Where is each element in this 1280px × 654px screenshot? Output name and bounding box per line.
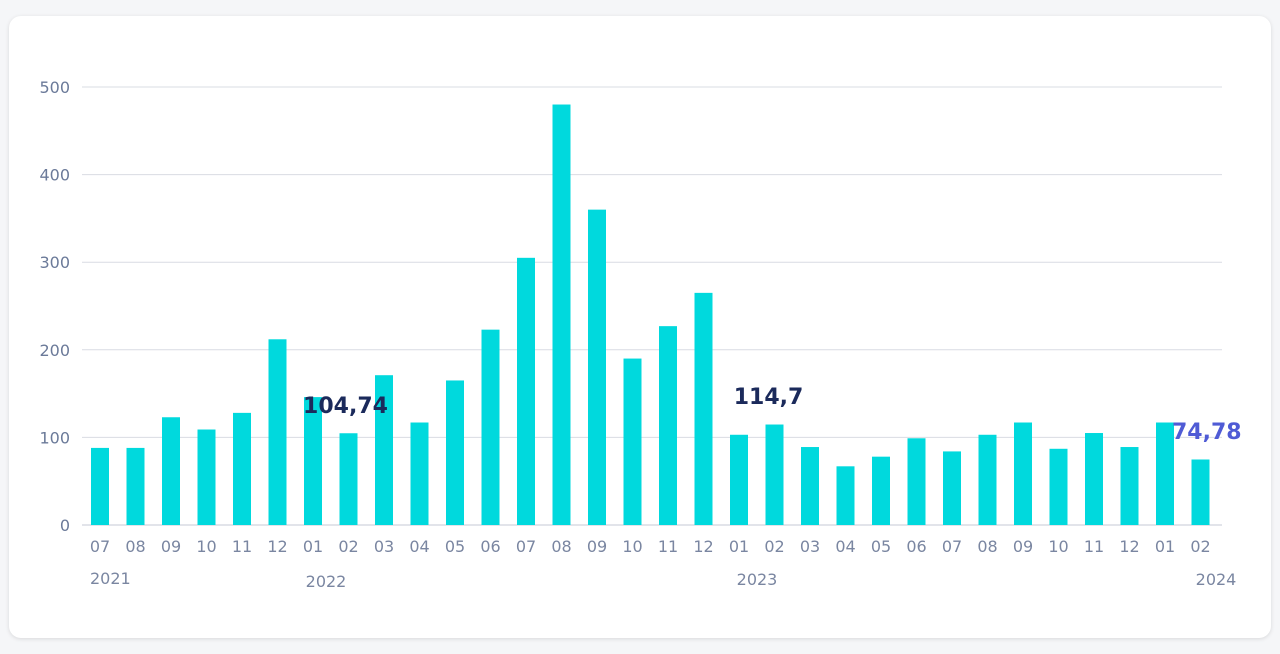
bar[interactable] bbox=[872, 456, 890, 525]
year-label: 2021 bbox=[90, 569, 131, 588]
year-label: 2024 bbox=[1196, 570, 1237, 589]
x-tick-label: 10 bbox=[1048, 537, 1068, 556]
x-tick-label: 08 bbox=[551, 537, 571, 556]
x-tick-label: 06 bbox=[480, 537, 500, 556]
x-tick-label: 11 bbox=[658, 537, 678, 556]
bar[interactable] bbox=[765, 424, 784, 525]
bar[interactable] bbox=[1156, 422, 1174, 525]
x-tick-label: 01 bbox=[1155, 537, 1175, 556]
chart-card bbox=[9, 16, 1271, 638]
x-tick-label: 05 bbox=[445, 537, 465, 556]
x-tick-label: 10 bbox=[196, 537, 216, 556]
x-tick-label: 11 bbox=[232, 537, 252, 556]
x-tick-label: 11 bbox=[1084, 537, 1104, 556]
data-label: 74,78 bbox=[1172, 420, 1242, 445]
x-tick-label: 03 bbox=[374, 537, 394, 556]
bar[interactable] bbox=[943, 451, 961, 525]
x-tick-label: 05 bbox=[871, 537, 891, 556]
x-tick-label: 06 bbox=[906, 537, 926, 556]
bar[interactable] bbox=[907, 438, 926, 525]
x-tick-label: 04 bbox=[409, 537, 429, 556]
year-label: 2022 bbox=[306, 572, 347, 591]
bar[interactable] bbox=[126, 447, 145, 525]
bar[interactable] bbox=[659, 326, 677, 525]
bar[interactable] bbox=[801, 447, 819, 525]
bar[interactable] bbox=[304, 397, 322, 525]
x-tick-label: 02 bbox=[764, 537, 784, 556]
bar[interactable] bbox=[197, 429, 216, 525]
bar[interactable] bbox=[1014, 422, 1032, 525]
x-tick-label: 09 bbox=[161, 537, 181, 556]
x-tick-label: 12 bbox=[267, 537, 287, 556]
x-tick-label: 09 bbox=[1013, 537, 1033, 556]
y-tick-label: 300 bbox=[39, 253, 70, 272]
x-tick-label: 01 bbox=[729, 537, 749, 556]
x-tick-label: 10 bbox=[622, 537, 642, 556]
x-tick-label: 07 bbox=[942, 537, 962, 556]
y-tick-label: 200 bbox=[39, 341, 70, 360]
bar[interactable] bbox=[836, 466, 855, 525]
bar[interactable] bbox=[1191, 459, 1210, 525]
bar[interactable] bbox=[410, 422, 429, 525]
bar[interactable] bbox=[1085, 433, 1103, 525]
y-tick-label: 400 bbox=[39, 166, 70, 185]
x-tick-label: 01 bbox=[303, 537, 323, 556]
x-tick-label: 07 bbox=[516, 537, 536, 556]
bar[interactable] bbox=[552, 104, 571, 526]
bar[interactable] bbox=[730, 434, 748, 525]
x-tick-label: 12 bbox=[1119, 537, 1139, 556]
year-label: 2023 bbox=[737, 570, 778, 589]
bar[interactable] bbox=[91, 447, 109, 525]
y-tick-label: 100 bbox=[39, 428, 70, 447]
bar[interactable] bbox=[517, 257, 535, 525]
x-tick-label: 02 bbox=[338, 537, 358, 556]
bar[interactable] bbox=[268, 339, 287, 525]
x-tick-label: 12 bbox=[693, 537, 713, 556]
bar[interactable] bbox=[446, 380, 464, 525]
bar[interactable] bbox=[978, 434, 997, 525]
x-tick-label: 02 bbox=[1190, 537, 1210, 556]
bar[interactable] bbox=[375, 375, 393, 525]
y-tick-label: 0 bbox=[60, 516, 70, 535]
x-tick-label: 08 bbox=[125, 537, 145, 556]
bar[interactable] bbox=[1049, 448, 1068, 525]
x-tick-label: 03 bbox=[800, 537, 820, 556]
x-tick-label: 07 bbox=[90, 537, 110, 556]
bar[interactable] bbox=[233, 412, 251, 525]
bar[interactable] bbox=[162, 417, 180, 525]
data-label: 104,74 bbox=[303, 394, 388, 419]
bar[interactable] bbox=[588, 209, 606, 525]
x-tick-label: 09 bbox=[587, 537, 607, 556]
bar[interactable] bbox=[694, 292, 713, 525]
bar[interactable] bbox=[481, 329, 500, 525]
bar[interactable] bbox=[1120, 447, 1139, 525]
x-tick-label: 08 bbox=[977, 537, 997, 556]
y-tick-label: 500 bbox=[39, 78, 70, 97]
bar[interactable] bbox=[623, 358, 642, 525]
bar[interactable] bbox=[339, 433, 358, 525]
x-tick-label: 04 bbox=[835, 537, 855, 556]
data-label: 114,7 bbox=[734, 385, 804, 410]
